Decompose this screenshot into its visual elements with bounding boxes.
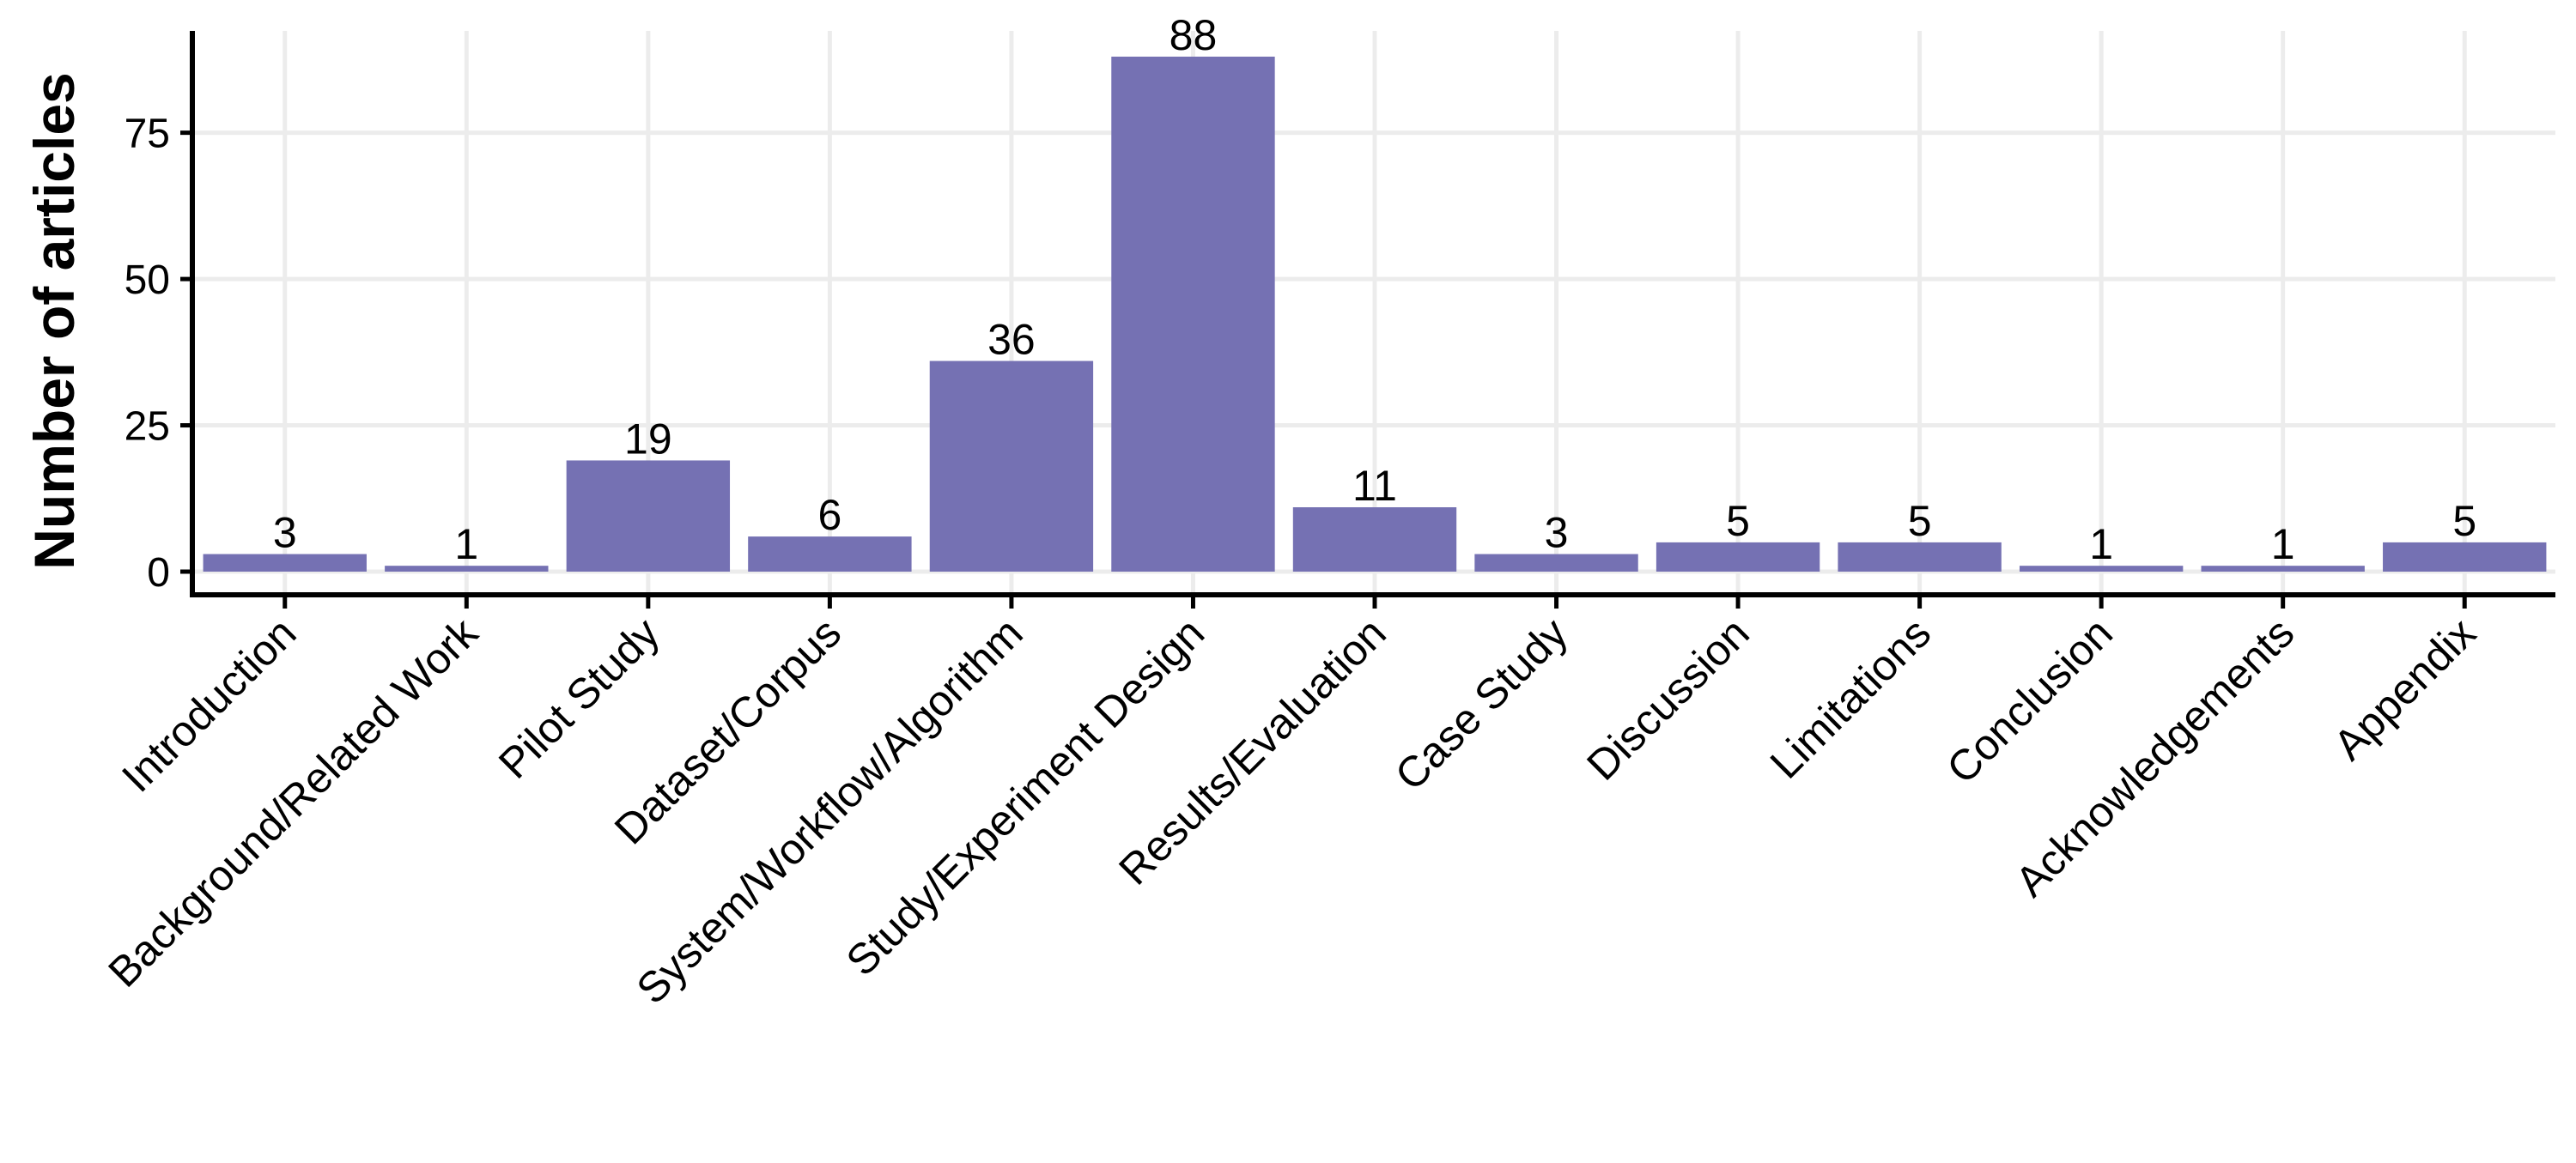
bar-value-label: 1 [2271,520,2295,568]
bar-value-label: 11 [1352,462,1397,510]
x-tick-label: Case Study [1386,609,1577,799]
bar [929,360,1094,572]
x-tick-label: Pilot Study [489,609,669,788]
x-tick-label: Background/Related Work [99,608,487,996]
y-tick-label: 25 [125,404,170,450]
bar [1474,554,1638,572]
bar [1656,542,1820,572]
x-tick-label: Introduction [112,609,305,801]
bar-value-label: 88 [1170,11,1218,59]
bar [1292,507,1457,572]
bar-value-label: 19 [624,415,672,463]
bar [203,554,367,572]
bar-value-label: 1 [2089,520,2113,568]
bar-value-label: 5 [1908,497,1932,545]
x-tick-label: Appendix [2324,609,2485,769]
y-tick-label: 50 [125,257,170,303]
bar-value-label: 5 [2452,497,2476,545]
x-tick-label: Conclusion [1937,609,2122,793]
y-axis-ticks: 0 25 50 75 [125,112,192,596]
bar [748,536,912,572]
bar [2201,566,2365,572]
bar-value-label: 36 [987,316,1036,364]
bar [1838,542,2002,572]
bar [2019,566,2184,572]
y-axis-title: Number of articles [22,72,86,570]
bar [2383,542,2547,572]
bars [203,57,2547,572]
bar-value-label: 1 [454,520,478,568]
y-tick-label: 75 [125,112,170,157]
bar-value-label: 3 [1545,509,1569,557]
bar [1111,57,1275,572]
y-tick-label: 0 [147,550,170,596]
bar [385,566,549,572]
bar-value-label: 5 [1726,497,1750,545]
x-tick-label: Limitations [1761,609,1941,788]
bar [566,460,731,572]
bar-value-label: 3 [273,509,297,557]
x-tick-label: System/Workflow/Algorithm [628,609,1032,1013]
x-tick-label: Discussion [1577,609,1759,790]
bar-value-label: 6 [817,491,841,539]
x-tick-label: Study/Experiment Design [837,609,1214,985]
